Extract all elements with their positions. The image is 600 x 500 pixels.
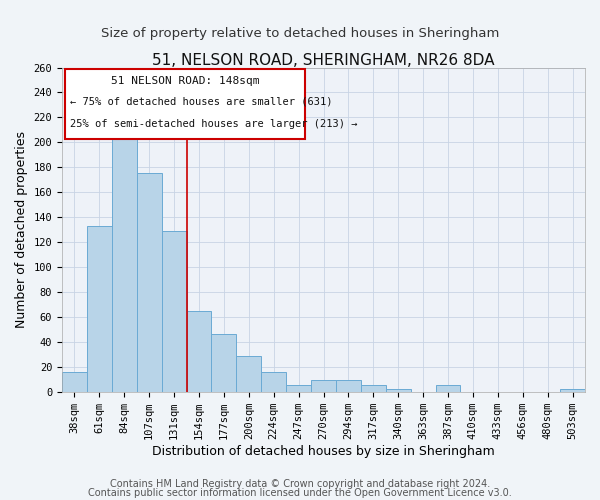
Bar [286, 386, 311, 392]
Bar [236, 356, 261, 392]
Bar [261, 372, 286, 392]
Bar [336, 380, 361, 392]
Bar [87, 226, 112, 392]
FancyBboxPatch shape [65, 69, 305, 139]
Bar [560, 389, 585, 392]
Text: Contains HM Land Registry data © Crown copyright and database right 2024.: Contains HM Land Registry data © Crown c… [110, 479, 490, 489]
X-axis label: Distribution of detached houses by size in Sheringham: Distribution of detached houses by size … [152, 444, 495, 458]
Bar [436, 386, 460, 392]
Title: 51, NELSON ROAD, SHERINGHAM, NR26 8DA: 51, NELSON ROAD, SHERINGHAM, NR26 8DA [152, 52, 495, 68]
Bar [187, 310, 211, 392]
Bar [161, 231, 187, 392]
Bar [137, 174, 161, 392]
Bar [311, 380, 336, 392]
Text: 51 NELSON ROAD: 148sqm: 51 NELSON ROAD: 148sqm [110, 76, 259, 86]
Y-axis label: Number of detached properties: Number of detached properties [15, 131, 28, 328]
Bar [386, 389, 410, 392]
Bar [62, 372, 87, 392]
Text: Size of property relative to detached houses in Sheringham: Size of property relative to detached ho… [101, 28, 499, 40]
Text: ← 75% of detached houses are smaller (631): ← 75% of detached houses are smaller (63… [70, 96, 332, 106]
Bar [211, 334, 236, 392]
Text: Contains public sector information licensed under the Open Government Licence v3: Contains public sector information licen… [88, 488, 512, 498]
Bar [361, 386, 386, 392]
Bar [112, 128, 137, 392]
Text: 25% of semi-detached houses are larger (213) →: 25% of semi-detached houses are larger (… [70, 120, 358, 130]
